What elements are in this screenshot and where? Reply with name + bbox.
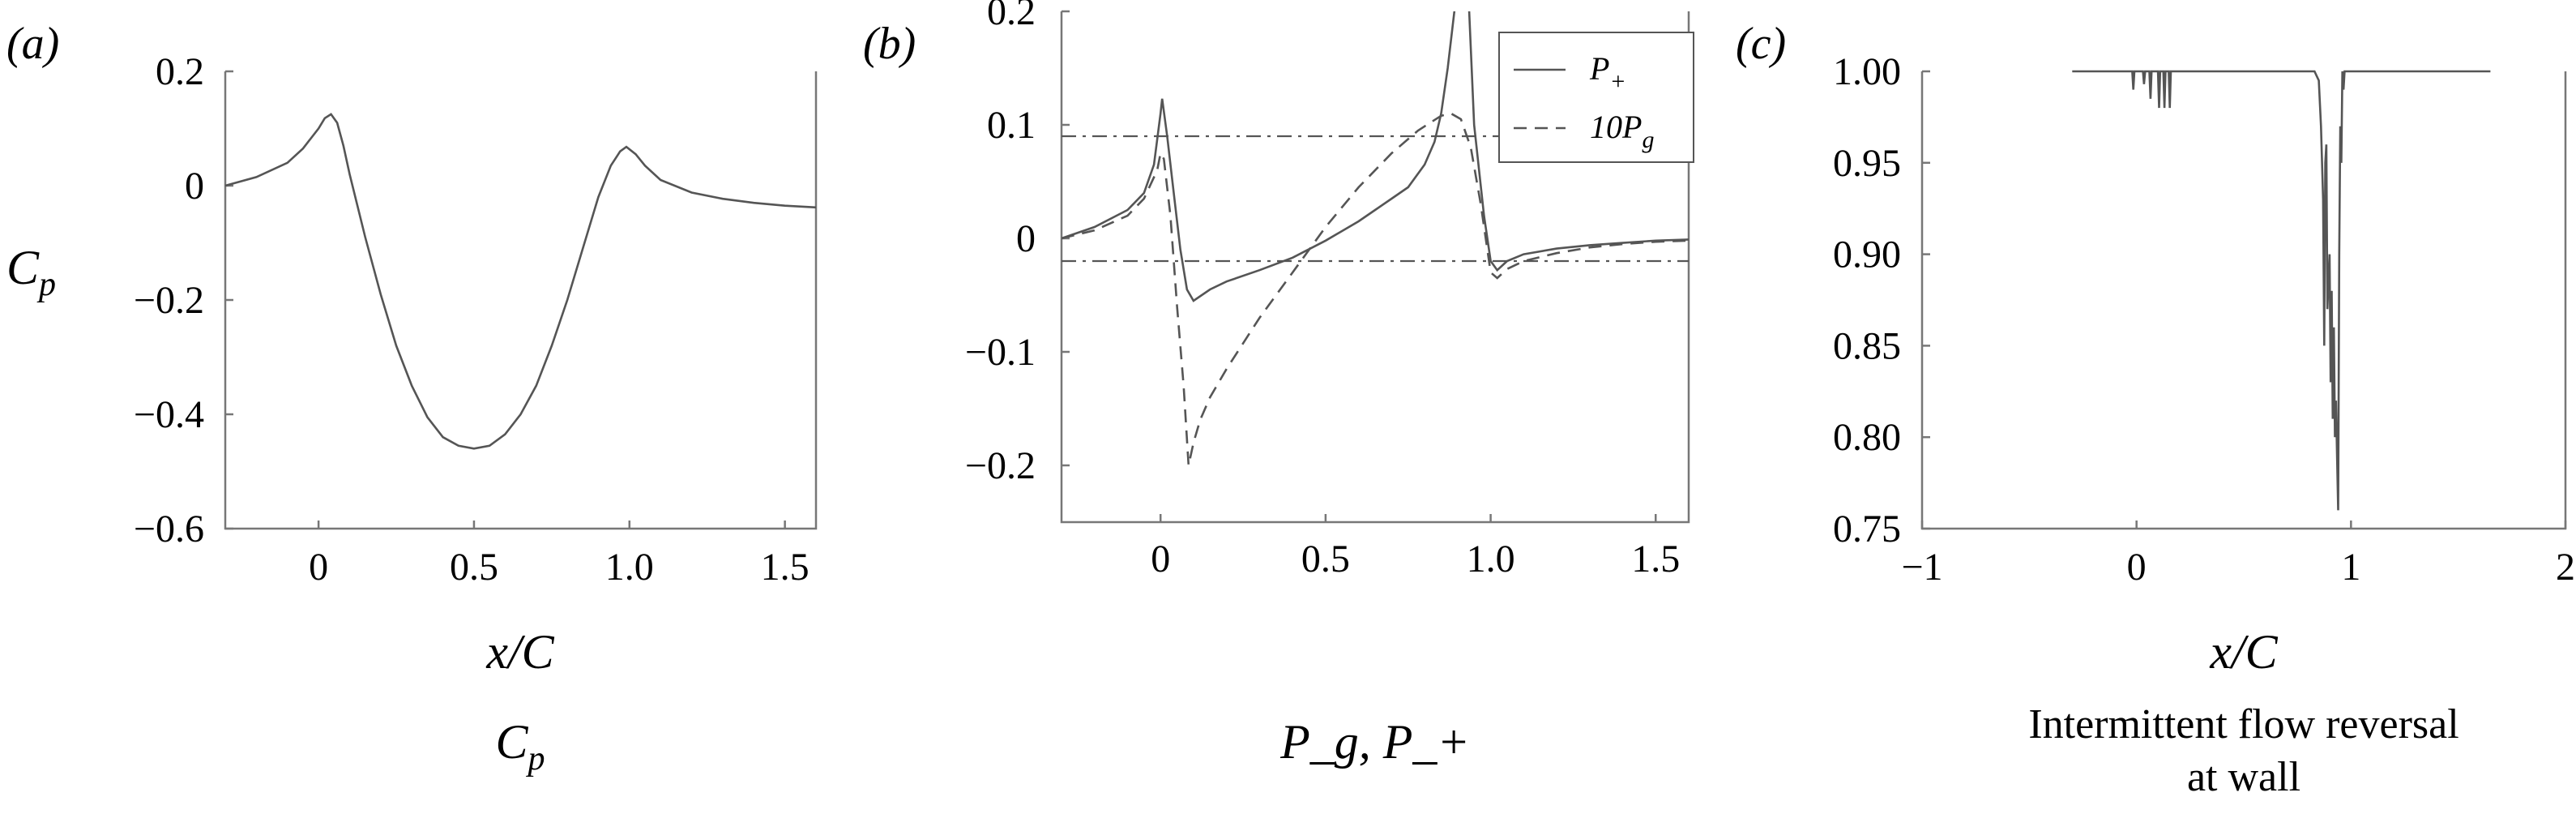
panel-c-ytick-label: 0.85 [1833, 324, 1901, 367]
legend-entry-10pg-sub: g [1642, 126, 1654, 153]
panel-c-ytick-label: 0.75 [1833, 508, 1901, 551]
panel-b-ticks: 0 0.5 1.0 1.5 0.2 0.1 0 −0.1 −0.2 [965, 0, 1680, 581]
panel-b-xtick-label: 0 [1151, 538, 1170, 581]
legend-entry-10pg-main: 10P [1590, 109, 1642, 145]
panel-a-xtick-label: 1.0 [605, 546, 654, 589]
legend-entry-p-plus-main: P [1589, 50, 1609, 87]
panel-b-ytick-label: 0 [1016, 217, 1036, 260]
legend-entry-p-plus-sub: + [1609, 68, 1625, 95]
legend-entry-10pg: 10Pg [1590, 109, 1654, 153]
panel-b-xtick-label: 1.0 [1467, 538, 1515, 581]
panel-a-xtick-label: 1.5 [761, 546, 810, 589]
panel-c-xtick-label: −1 [1901, 546, 1942, 589]
panel-a-ytick-label: −0.2 [134, 279, 204, 322]
panel-c-caption-line-1: Intermittent flow reversal [2028, 701, 2459, 748]
panel-b-reference-lines [1062, 135, 1689, 263]
panel-a-xlabel: x/C [485, 625, 554, 679]
panel-b-ytick-label: −0.2 [965, 444, 1036, 487]
panel-a-caption: Cp [495, 715, 545, 778]
panel-c-axes-frame [1920, 71, 2567, 530]
panel-c-series-0-line [2072, 70, 2491, 511]
panel-b-xtick-label: 0.5 [1301, 538, 1350, 581]
panel-a-ylabel: Cp [6, 241, 56, 303]
panel-a-xtick-label: 0 [309, 546, 328, 589]
panel-a-ytick-label: −0.6 [134, 508, 204, 551]
panel-a-xtick-label: 0.5 [450, 546, 498, 589]
panel-a-caption-main: C [495, 715, 528, 769]
panel-c-ytick-label: 1.00 [1833, 50, 1901, 93]
panel-a-caption-sub: p [526, 740, 545, 778]
panel-c-xlabel: x/C [2209, 625, 2278, 679]
panel-a-ytick-label: 0.2 [156, 50, 204, 93]
panel-b-ytick-label: −0.1 [965, 331, 1036, 374]
panel-a-ytick-label: −0.4 [134, 393, 204, 436]
panel-a-label: (a) [6, 19, 59, 69]
panel-c-caption-line-2: at wall [2187, 754, 2300, 800]
panel-b-legend: P+ 10Pg [1498, 32, 1694, 163]
panel-c-ytick-label: 0.90 [1833, 233, 1901, 276]
panel-c-label: (c) [1736, 19, 1786, 69]
panel-c-xtick-label: 1 [2341, 546, 2360, 589]
panel-b-ytick-label: 0.2 [987, 0, 1036, 33]
panel-a-ylabel-sub: p [36, 266, 56, 303]
legend-entry-p-plus: P+ [1589, 50, 1626, 95]
panel-a: (a) 0 0.5 1.0 1.5 0.2 0 −0.2 −0.4 −0.6 Cp x/C Cp [6, 19, 818, 778]
panel-b: (b) 0 0.5 1.0 1.5 0.2 0.1 0 −0.1 −0.2 P+ 10Pg P_… [863, 0, 1694, 769]
legend-box [1498, 32, 1694, 163]
panel-c-ytick-label: 0.95 [1833, 142, 1901, 185]
panel-c-ticks: −1 0 1 2 1.00 0.95 0.90 0.85 0.80 0.75 [1833, 50, 2575, 589]
panel-c-series [2072, 70, 2491, 511]
panel-b-series-p--line [1062, 11, 1689, 302]
panel-b-series [1062, 11, 1689, 466]
panel-a-series-0-line [224, 113, 817, 450]
panel-a-ytick-label: 0 [185, 165, 204, 208]
panel-c-xtick-label: 2 [2556, 546, 2575, 589]
panel-a-ticks: 0 0.5 1.0 1.5 0.2 0 −0.2 −0.4 −0.6 [134, 50, 810, 589]
panel-b-caption: P_g, P_+ [1279, 715, 1470, 769]
panel-c-xtick-label: 0 [2127, 546, 2147, 589]
panel-a-ylabel-main: C [6, 241, 40, 294]
panel-b-axes-frame [1060, 11, 1690, 524]
panel-b-ytick-label: 0.1 [987, 104, 1036, 147]
panel-b-series-10pg-line [1062, 112, 1689, 466]
panel-c: (c) −1 0 1 2 1.00 0.95 0.90 0.85 0.80 0.75 x/C In… [1736, 19, 2575, 800]
panel-b-xtick-label: 1.5 [1631, 538, 1680, 581]
panel-a-series [224, 113, 817, 450]
panel-c-ytick-label: 0.80 [1833, 416, 1901, 459]
panel-b-label: (b) [863, 19, 916, 69]
panel-a-axes-frame [224, 71, 818, 530]
